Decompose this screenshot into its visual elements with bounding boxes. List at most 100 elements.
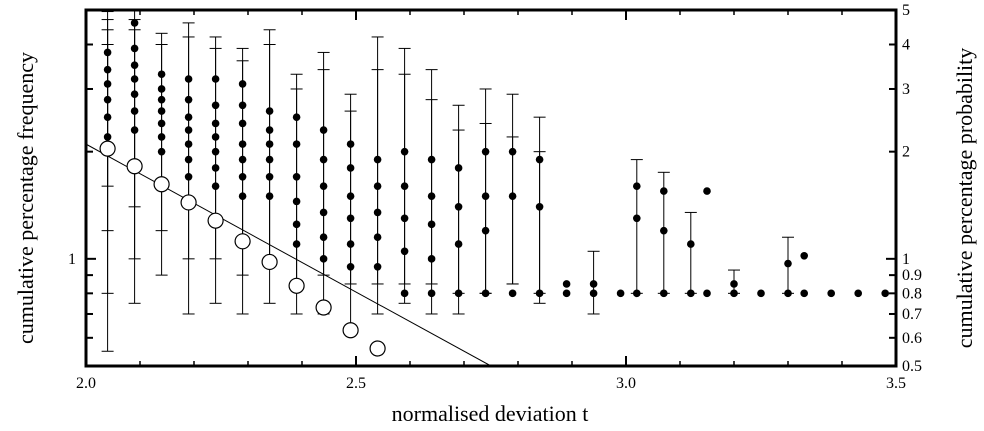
filled-point: [346, 192, 355, 200]
filled-point: [633, 214, 641, 223]
filled-point: [211, 182, 220, 190]
open-point: [369, 340, 386, 357]
filled-point: [757, 289, 765, 298]
filled-point: [157, 85, 166, 93]
filled-point: [827, 289, 835, 298]
filled-point: [427, 289, 436, 298]
y-axis-right-title: cumulative percentage probability: [952, 48, 977, 349]
x-tick-label: 2.0: [76, 375, 96, 392]
filled-point: [238, 119, 247, 128]
open-series-group: [99, 140, 386, 357]
y-right-tick-label: 0.7: [902, 306, 922, 323]
y-left-tick-label: 1: [68, 251, 76, 268]
filled-point: [211, 119, 220, 128]
filled-point: [784, 289, 792, 298]
filled-point: [292, 197, 301, 206]
filled-point: [103, 133, 112, 141]
open-point: [234, 233, 251, 250]
filled-point: [211, 101, 220, 110]
filled-point: [373, 233, 382, 242]
y-right-tick-label: 1: [902, 251, 910, 268]
filled-point: [265, 172, 274, 181]
filled-point: [211, 164, 220, 172]
open-point: [342, 322, 359, 339]
filled-point: [103, 95, 112, 104]
x-tick-label: 3.0: [616, 375, 636, 392]
y-right-tick-label: 0.5: [902, 358, 922, 375]
filled-point: [562, 280, 571, 288]
filled-point: [881, 289, 889, 298]
filled-point: [346, 164, 355, 172]
filled-point: [346, 262, 355, 271]
filled-point: [265, 126, 274, 134]
filled-point: [211, 133, 220, 141]
filled-point: [508, 192, 517, 200]
filled-point: [589, 280, 598, 288]
open-point: [288, 277, 305, 294]
filled-point: [703, 187, 711, 195]
filled-point: [427, 192, 436, 200]
filled-point: [130, 75, 139, 83]
filled-point: [660, 289, 668, 298]
filled-series-group: [101, 10, 889, 352]
open-point: [153, 176, 170, 193]
filled-point: [292, 172, 301, 181]
y-right-tick-label: 0.9: [902, 267, 922, 284]
filled-point: [454, 240, 463, 248]
filled-point: [292, 140, 301, 148]
filled-point: [265, 192, 274, 200]
filled-point: [184, 126, 193, 134]
filled-point: [535, 289, 544, 298]
y-right-tick-label: 3: [902, 81, 910, 98]
filled-point: [103, 113, 112, 121]
open-point: [180, 194, 197, 211]
filled-point: [800, 251, 808, 260]
filled-point: [373, 208, 382, 217]
filled-point: [157, 95, 166, 104]
filled-point: [130, 90, 139, 99]
y-axis-left-title: cumulative percentage frequency: [13, 52, 38, 344]
filled-point: [265, 140, 274, 148]
filled-point: [184, 172, 193, 181]
y-right-tick-label: 0.6: [902, 330, 922, 347]
filled-point: [319, 155, 328, 164]
filled-point: [130, 126, 139, 134]
filled-point: [481, 192, 490, 200]
filled-point: [238, 192, 247, 200]
filled-point: [319, 255, 328, 263]
tick-group: [85, 9, 897, 367]
filled-point: [292, 220, 301, 229]
filled-point: [157, 133, 166, 141]
filled-point: [400, 247, 409, 256]
filled-point: [130, 107, 139, 115]
filled-point: [703, 289, 711, 298]
filled-point: [427, 220, 436, 229]
filled-point: [130, 61, 139, 69]
filled-point: [730, 280, 738, 288]
filled-point: [508, 289, 517, 298]
filled-point: [292, 240, 301, 248]
filled-point: [616, 289, 625, 298]
filled-point: [687, 289, 695, 298]
filled-point: [562, 289, 571, 298]
filled-point: [238, 140, 247, 148]
filled-point: [481, 226, 490, 235]
filled-point: [633, 182, 641, 190]
filled-point: [319, 208, 328, 217]
x-tick-label: 3.5: [886, 375, 906, 392]
fit-line-group: [86, 143, 492, 366]
filled-point: [238, 101, 247, 110]
filled-point: [265, 155, 274, 164]
filled-point: [454, 289, 463, 298]
open-point: [315, 299, 332, 316]
filled-point: [373, 262, 382, 271]
filled-point: [238, 172, 247, 181]
y-right-tick-label: 0.8: [902, 285, 922, 302]
y-right-tick-label: 5: [902, 2, 910, 19]
filled-point: [687, 240, 695, 248]
filled-point: [660, 187, 668, 195]
filled-point: [400, 182, 409, 190]
open-point: [99, 140, 116, 157]
filled-point: [184, 140, 193, 148]
